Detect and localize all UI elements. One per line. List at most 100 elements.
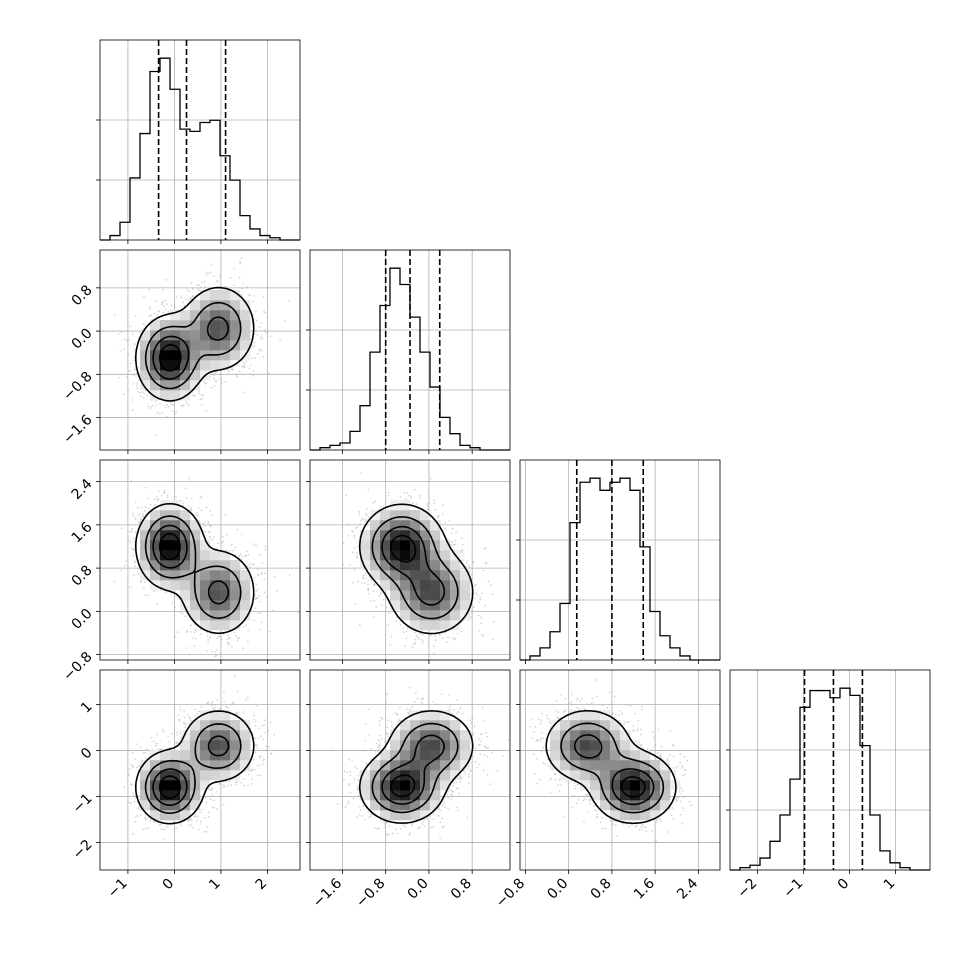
scatter-point (168, 741, 171, 743)
scatter-point (236, 364, 239, 366)
scatter-point (133, 359, 136, 362)
scatter-point (222, 786, 225, 789)
density-cell (430, 560, 441, 571)
density-cell (610, 780, 621, 791)
scatter-point (153, 503, 156, 506)
density-cell (150, 370, 161, 381)
scatter-point (534, 726, 537, 728)
density-cell (570, 730, 581, 741)
density-cell (640, 800, 651, 811)
scatter-point (142, 513, 144, 515)
scatter-point (137, 807, 139, 810)
density-cell (370, 780, 381, 791)
density-cell (360, 550, 371, 561)
scatter-point (614, 824, 617, 827)
scatter-point (482, 569, 485, 572)
scatter-point (155, 300, 158, 303)
scatter-point (132, 554, 135, 557)
scatter-point (600, 816, 603, 819)
scatter-point (478, 763, 481, 766)
scatter-point (433, 652, 436, 655)
scatter-point (123, 786, 126, 789)
density-cell (400, 590, 411, 601)
density-cell (200, 740, 211, 751)
density-cell (170, 500, 181, 511)
scatter-point (131, 332, 134, 335)
density-cell (410, 560, 421, 571)
scatter-point (160, 823, 163, 825)
scatter-point (428, 489, 430, 492)
scatter-point (225, 285, 228, 288)
scatter-point (176, 731, 179, 734)
density-cell (210, 580, 221, 591)
scatter-point (143, 392, 145, 395)
density-cell (440, 710, 451, 721)
scatter-point (386, 821, 388, 824)
scatter-point (130, 480, 133, 482)
scatter-point (434, 639, 437, 642)
density-cell (200, 720, 211, 731)
scatter-point (486, 773, 489, 776)
scatter-point (343, 770, 346, 773)
x-tick-label: 0 (835, 876, 853, 894)
scatter-point (179, 709, 181, 712)
density-cell (420, 800, 431, 811)
density-cell (630, 780, 641, 791)
scatter-point (150, 314, 153, 317)
scatter-point (686, 759, 689, 762)
density-cell (430, 550, 441, 561)
x-tick-label: 0 (160, 876, 178, 894)
density-cell (160, 510, 171, 521)
scatter-point (595, 810, 598, 812)
scatter-point (484, 604, 487, 607)
scatter-point (171, 403, 173, 406)
scatter-point (204, 817, 207, 819)
density-cell (370, 540, 381, 551)
scatter-point (557, 783, 559, 786)
scatter-point (136, 507, 139, 509)
density-cell (400, 530, 411, 541)
scatter-point (164, 308, 167, 311)
scatter-point (683, 755, 686, 758)
scatter-point (161, 728, 164, 731)
scatter-point (158, 310, 160, 313)
y-ticks-3-2 (516, 704, 520, 843)
density-cell (200, 770, 211, 781)
density-cell (220, 350, 231, 361)
density-cell (170, 780, 181, 791)
panel-content (520, 670, 720, 870)
scatter-point (165, 591, 167, 594)
contour-level-2 (144, 301, 242, 390)
scatter-point (384, 826, 386, 829)
density-cell (430, 760, 441, 771)
scatter-point (240, 365, 243, 368)
scatter-point (242, 366, 245, 369)
scatter-point (399, 496, 402, 498)
scatter-point (358, 813, 361, 816)
scatter-point (240, 293, 243, 296)
density-cell (180, 780, 191, 791)
scatter-point (674, 773, 677, 776)
scatter-point (672, 744, 674, 747)
density-cell (180, 350, 191, 361)
scatter-point (418, 826, 421, 829)
scatter-point (356, 788, 359, 791)
scatter-point (681, 766, 683, 769)
density-cell (660, 770, 671, 781)
scatter-point (117, 332, 120, 335)
scatter-point (213, 535, 215, 538)
density-cell (570, 750, 581, 761)
scatter-point (162, 305, 165, 307)
scatter-point (138, 513, 141, 516)
density-cell (580, 720, 591, 731)
density-cell (210, 730, 221, 741)
density-cell (590, 790, 601, 801)
density-cell (390, 540, 401, 551)
scatter-point (140, 580, 142, 583)
scatter-point (641, 824, 644, 826)
scatter-point (162, 311, 165, 314)
panel-content (310, 670, 510, 870)
scatter-point (476, 594, 479, 597)
density-cell (220, 550, 231, 561)
scatter-point (465, 565, 468, 568)
